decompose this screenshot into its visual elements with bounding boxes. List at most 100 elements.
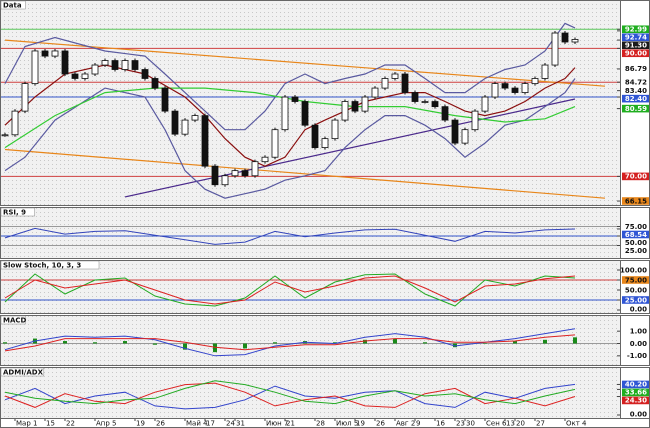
series-line — [4, 64, 576, 167]
histogram-bar — [63, 341, 67, 344]
histogram-bar — [333, 342, 337, 344]
candle — [561, 32, 569, 43]
x-tick-label: 24 — [226, 420, 235, 428]
candle — [251, 161, 259, 177]
x-tick-label: Июл 5 — [336, 420, 358, 428]
tick-label-bg — [622, 352, 649, 360]
tick-label-bg — [622, 94, 649, 103]
candle — [271, 129, 279, 158]
tick-label-bg — [622, 230, 649, 239]
series-line — [4, 78, 576, 199]
x-tick-label: 30 — [466, 420, 475, 428]
y-tick-label: 75.00 — [625, 276, 647, 284]
candle — [141, 69, 149, 79]
y-tick-label: 92.99 — [625, 26, 647, 34]
tick-label-bg — [622, 246, 649, 255]
candle — [191, 115, 199, 121]
histogram-bar — [243, 343, 247, 349]
candle — [481, 96, 489, 112]
candle — [131, 60, 139, 70]
candle — [151, 78, 159, 89]
candle — [301, 101, 309, 126]
series-line — [4, 22, 576, 131]
histogram-bar — [393, 338, 397, 344]
candle — [71, 73, 79, 79]
tick-label-bg — [622, 388, 649, 397]
tick-label-bg — [622, 286, 649, 294]
x-tick-label: 15 — [46, 420, 55, 428]
x-tick-label: 31 — [236, 420, 245, 428]
y-tick-label: 0.00 — [630, 410, 647, 418]
candle — [211, 165, 219, 186]
candle — [1, 134, 9, 137]
y-tick-label: 1.00 — [630, 327, 647, 335]
y-tick-label: 80.59 — [625, 105, 647, 113]
y-tick-label: 86.79 — [625, 65, 647, 73]
y-tick-label: 66.15 — [625, 197, 647, 205]
candle — [541, 64, 549, 79]
histogram-bar — [3, 342, 7, 344]
candle — [291, 96, 299, 102]
candle — [351, 101, 359, 112]
x-tick-label: Сен 6 — [486, 420, 507, 428]
x-tick-label: 20 — [516, 420, 525, 428]
tick-label-bg — [622, 33, 649, 42]
histogram-bar — [123, 341, 127, 344]
panel-background — [0, 260, 621, 314]
candle — [401, 73, 409, 93]
candle — [501, 83, 509, 89]
series-line — [4, 227, 576, 245]
panel-background — [0, 367, 621, 419]
tick-label-bg — [622, 78, 649, 86]
histogram-bar — [423, 342, 427, 344]
y-tick-label: 83.40 — [625, 87, 647, 95]
y-tick-label: 91.30 — [625, 42, 647, 50]
candle — [41, 50, 49, 57]
x-tick-label: 19 — [136, 420, 145, 428]
candle — [101, 60, 109, 66]
candle — [51, 50, 59, 57]
y-tick-label: 50.00 — [625, 239, 647, 247]
histogram-bar — [153, 343, 157, 345]
candle — [321, 138, 329, 148]
y-tick-label: 68.54 — [625, 231, 647, 239]
candle — [31, 50, 39, 84]
tick-label-bg — [622, 305, 649, 313]
y-tick-label: 50.00 — [625, 286, 647, 294]
panel-title-box — [0, 207, 35, 217]
x-tick-label: Мар 1 — [16, 420, 37, 428]
candle — [91, 64, 99, 75]
x-tick-label: 16 — [436, 420, 445, 428]
y-tick-label: 75.00 — [625, 223, 647, 231]
histogram-bar — [513, 341, 517, 344]
candle — [121, 60, 129, 70]
x-tick-label: 19 — [356, 420, 365, 428]
x-tick-label: Май 4 — [186, 420, 208, 428]
y-tick-label: 0.00 — [630, 340, 647, 348]
tick-label-bg — [622, 238, 649, 247]
tick-label-bg — [622, 327, 649, 335]
panel-background — [0, 0, 621, 206]
series-line — [4, 275, 576, 305]
candle — [451, 119, 459, 144]
x-tick-label: 26 — [156, 420, 165, 428]
histogram-bar — [183, 343, 187, 350]
series-line — [4, 328, 576, 357]
histogram-bar — [453, 343, 457, 348]
x-tick-label: Июн 7 — [266, 420, 288, 428]
panel-title: Data — [3, 2, 22, 10]
x-tick-label: 26 — [376, 420, 385, 428]
candle — [511, 87, 519, 93]
x-tick-label: Окт 4 — [566, 420, 587, 428]
panel-title: RSI, 9 — [3, 209, 26, 217]
histogram-bar — [573, 337, 577, 344]
candle — [361, 96, 369, 112]
series-line — [4, 382, 576, 408]
histogram-bar — [213, 343, 217, 353]
series-line — [4, 334, 576, 352]
candle — [281, 96, 289, 131]
tick-label-bg — [622, 65, 649, 73]
x-tick-label: 27 — [536, 420, 545, 428]
candle — [261, 156, 269, 163]
